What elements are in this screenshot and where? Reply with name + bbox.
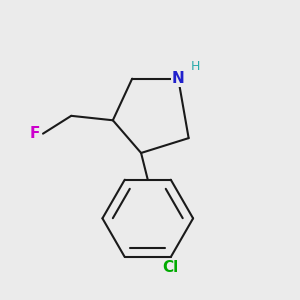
- Text: Cl: Cl: [163, 260, 179, 275]
- Text: N: N: [172, 71, 184, 86]
- Text: F: F: [30, 126, 40, 141]
- Text: H: H: [191, 60, 200, 73]
